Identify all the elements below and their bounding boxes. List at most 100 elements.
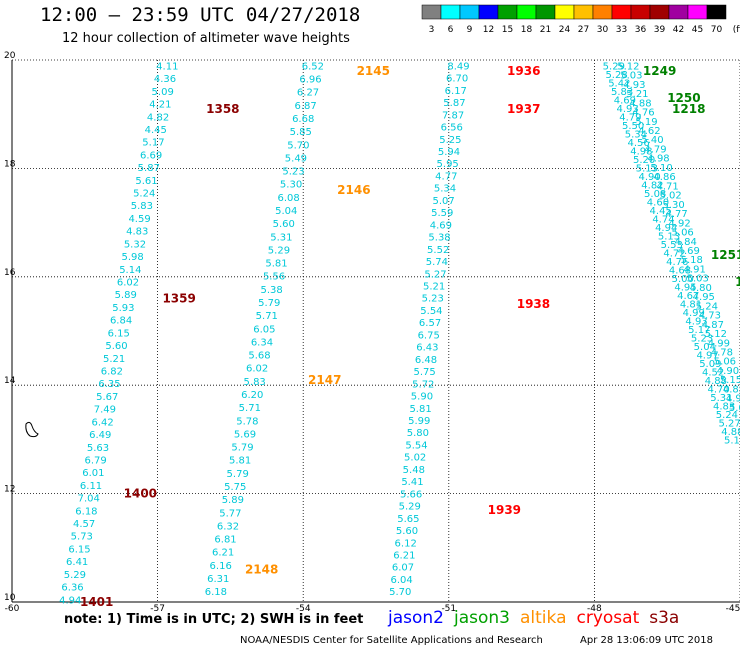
pass-time-label: 1359	[162, 291, 195, 305]
wave-height-value: 5.87	[138, 163, 160, 174]
colorbar-label: 70	[711, 25, 723, 35]
wave-height-value: 5.60	[273, 219, 295, 230]
wave-height-value: 6.75	[418, 330, 440, 341]
wave-height-value: 5.29	[64, 570, 86, 581]
wave-height-value: 5.79	[258, 298, 280, 309]
wave-height-value: 4.77	[666, 209, 688, 220]
wave-height-value: 4.86	[653, 172, 675, 183]
wave-height-value: 6.81	[214, 535, 236, 546]
wave-height-value: 4.83	[713, 401, 735, 412]
wave-height-value: 5.14	[119, 265, 141, 276]
wave-height-value: 6.12	[395, 538, 417, 549]
wave-height-value: 5.04	[275, 206, 297, 217]
wave-height-value: 5.13	[636, 163, 658, 174]
wave-height-value: 5.12	[617, 61, 639, 72]
wave-height-value: 5.65	[397, 514, 419, 525]
wave-height-value: 4.87	[702, 320, 724, 331]
wave-height-value: 4.99	[708, 338, 730, 349]
colorbar-label: 15	[502, 25, 513, 35]
lon-tick-label: -51	[441, 604, 456, 612]
wave-height-value: 4.57	[73, 519, 95, 530]
wave-height-value: 4.45	[650, 206, 672, 217]
wave-height-value: 5.29	[603, 61, 625, 72]
pass-time-label: 1218	[672, 102, 705, 116]
wave-height-value: 5.87	[443, 98, 465, 109]
wave-height-value: 5.28	[605, 70, 627, 81]
pass-time-label: 2148	[245, 562, 278, 576]
wave-height-value: 4.62	[638, 126, 660, 137]
wave-height-value: 5.67	[96, 392, 118, 403]
wave-height-value: 4.79	[619, 112, 641, 123]
wave-height-value: 5.27	[424, 269, 446, 280]
wave-height-value: 5.81	[229, 456, 251, 467]
wave-height-value: 5.30	[662, 200, 684, 211]
wave-height-value: 5.01	[729, 403, 740, 414]
wave-height-value: 5.24	[133, 189, 155, 200]
wave-height-value: 5.89	[115, 290, 137, 301]
wave-height-value: 5.15	[720, 375, 740, 386]
wave-height-value: 6.15	[68, 544, 90, 555]
wave-height-value: 6.84	[110, 316, 132, 327]
wave-height-value: 4.68	[669, 265, 691, 276]
wave-height-value: 5.98	[122, 252, 144, 263]
wave-height-value: 4.36	[154, 74, 176, 85]
wave-height-value: 5.71	[256, 311, 278, 322]
wave-height-value: 5.25	[439, 135, 461, 146]
wave-height-value: 5.70	[287, 140, 309, 151]
wave-height-value: 4.21	[149, 100, 171, 111]
wave-height-value: 5.09	[152, 87, 174, 98]
lat-tick-label: 18	[4, 159, 16, 169]
generation-timestamp: Apr 28 13:06:09 UTC 2018	[580, 635, 713, 646]
wave-height-value: 5.71	[239, 403, 261, 414]
wave-height-value: 4.76	[632, 108, 654, 119]
wave-height-value: 4.96	[726, 394, 740, 405]
lon-tick-label: -57	[150, 604, 165, 612]
wave-height-value: 6.20	[241, 390, 263, 401]
wave-height-value: 4.79	[644, 144, 666, 155]
wave-height-value: 5.38	[428, 233, 450, 244]
wave-height-value: 5.40	[641, 135, 663, 146]
units-note: note: 1) Time is in UTC; 2) SWH is in fe…	[64, 612, 364, 627]
wave-height-value: 5.49	[285, 153, 307, 164]
wave-height-value: 4.94	[59, 595, 81, 606]
wave-height-value: 5.52	[427, 245, 449, 256]
wave-height-value: 5.20	[633, 155, 655, 166]
wave-height-value: 6.27	[297, 88, 319, 99]
wave-height-value: 5.95	[437, 159, 459, 170]
legend-item-altika: altika	[520, 608, 567, 628]
wave-height-value: 5.79	[231, 443, 253, 454]
wave-height-value: 6.07	[392, 563, 414, 574]
wave-height-value: 5.02	[404, 453, 426, 464]
wave-height-value: 5.83	[131, 201, 153, 212]
wave-height-value: 4.88	[705, 376, 727, 387]
colorbar-label: (ft)	[733, 25, 740, 35]
colorbar-label: 36	[635, 25, 647, 35]
wave-height-value: 4.92	[669, 218, 691, 229]
wave-height-value: 6.69	[140, 150, 162, 161]
wave-height-value: 4.99	[683, 308, 705, 319]
wave-height-map: -60 -57 -54 -51 -48 -45 20 18 16 14 12 10 4.11 4.36 5.…	[4, 51, 740, 612]
wave-height-value: 6.11	[80, 481, 102, 492]
wave-height-value: 5.04	[694, 342, 716, 353]
wave-height-value: 4.71	[656, 181, 678, 192]
wave-height-value: 4.73	[699, 311, 721, 322]
wave-height-value: 5.53	[661, 240, 683, 251]
colorbar-label: 12	[483, 25, 494, 35]
pass-time-label: 1250	[667, 91, 700, 105]
wave-height-value: 6.17	[445, 86, 467, 97]
legend-item-cryosat: cryosat	[576, 608, 640, 628]
wave-height-value: 5.54	[405, 440, 427, 451]
lon-tick-label: -45	[726, 604, 740, 612]
wave-height-value: 6.34	[251, 337, 273, 348]
wave-height-value: 5.27	[718, 418, 740, 429]
wave-height-value: 6.82	[101, 366, 123, 377]
lon-tick-label: -60	[5, 604, 20, 612]
wave-height-value: 5.31	[270, 232, 292, 243]
wave-height-value: 6.57	[419, 318, 441, 329]
wave-height-value: 5.17	[142, 138, 164, 149]
wave-height-value: 5.60	[105, 341, 127, 352]
wave-height-value: 4.69	[678, 246, 700, 257]
colorbar-label: 33	[616, 25, 627, 35]
wave-height-value: 6.68	[292, 114, 314, 125]
